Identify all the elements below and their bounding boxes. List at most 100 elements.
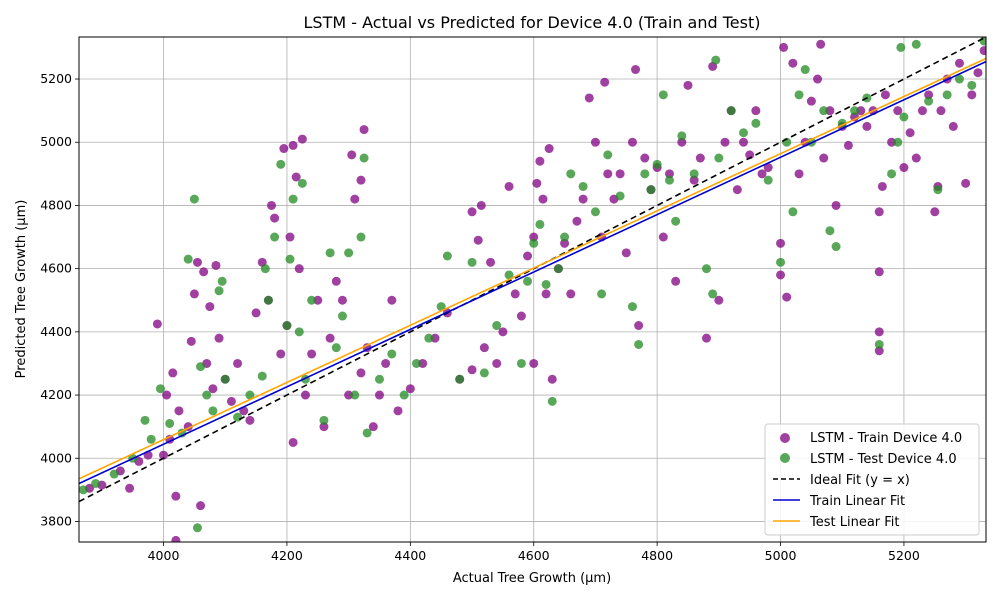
test-point — [547, 396, 557, 406]
test-point — [516, 358, 526, 368]
train-point — [936, 106, 946, 116]
train-point — [874, 207, 884, 217]
legend-test-label: LSTM - Test Device 4.0 — [810, 452, 957, 467]
train-point — [192, 257, 202, 267]
train-point — [664, 169, 674, 179]
test-point — [344, 248, 354, 258]
test-point — [560, 232, 570, 242]
test-point — [479, 368, 489, 378]
y-tick-label: 3800 — [40, 513, 72, 528]
train-point — [288, 140, 298, 150]
test-point — [270, 232, 280, 242]
train-point — [208, 384, 218, 394]
train-point — [538, 194, 548, 204]
train-point — [498, 327, 508, 337]
train-point — [899, 163, 909, 173]
test-point — [711, 55, 721, 65]
plot-frame — [78, 36, 987, 543]
test-point — [850, 106, 860, 116]
test-point — [578, 181, 588, 191]
grid — [79, 37, 986, 542]
train-point — [763, 163, 773, 173]
train-point — [492, 358, 502, 368]
y-tick-label: 5000 — [40, 134, 72, 149]
test-point — [800, 65, 810, 75]
test-point — [245, 390, 255, 400]
train-point — [578, 194, 588, 204]
train-fit-line — [79, 60, 986, 485]
train-point — [245, 415, 255, 425]
train-point — [313, 295, 323, 305]
train-point — [467, 365, 477, 375]
train-point — [880, 90, 890, 100]
x-tick-label: 4400 — [394, 548, 426, 563]
test-point — [652, 159, 662, 169]
train-point — [603, 169, 613, 179]
test-point — [566, 169, 576, 179]
test-point — [967, 80, 977, 90]
test-point — [183, 254, 193, 264]
train-point — [911, 153, 921, 163]
train-point — [979, 46, 986, 56]
test-point — [282, 321, 292, 331]
y-tick-label: 4400 — [40, 324, 72, 339]
test-point — [260, 264, 270, 274]
test-point — [436, 302, 446, 312]
train-point — [677, 137, 687, 147]
test-point — [189, 194, 199, 204]
train-point — [430, 333, 440, 343]
train-point — [267, 200, 277, 210]
train-point — [473, 235, 483, 245]
test-point — [523, 276, 533, 286]
train-point — [544, 144, 554, 154]
train-point — [893, 106, 903, 116]
train-point — [189, 289, 199, 299]
train-point — [359, 125, 369, 135]
test-point — [615, 191, 625, 201]
train-point — [634, 321, 644, 331]
test-fit-line — [79, 57, 986, 480]
test-point — [362, 428, 372, 438]
x-tick-label: 5000 — [765, 548, 797, 563]
test-point — [751, 118, 761, 128]
test-point — [553, 264, 563, 274]
train-point — [535, 156, 545, 166]
test-point — [285, 254, 295, 264]
train-point — [917, 106, 927, 116]
train-point — [714, 295, 724, 305]
train-point — [967, 90, 977, 100]
train-point — [948, 121, 958, 131]
test-point — [677, 131, 687, 141]
test-point — [893, 137, 903, 147]
x-axis-label: Actual Tree Growth (μm) — [453, 571, 611, 586]
train-point — [251, 308, 261, 318]
test-point — [664, 175, 674, 185]
test-point — [412, 358, 422, 368]
train-point — [504, 181, 514, 191]
train-point — [862, 121, 872, 131]
test-point — [442, 251, 452, 261]
fit-lines — [79, 37, 986, 503]
test-point — [597, 289, 607, 299]
train-point — [233, 358, 243, 368]
test-point — [294, 327, 304, 337]
train-point — [347, 150, 357, 160]
train-point — [529, 358, 539, 368]
train-point — [532, 178, 542, 188]
train-point — [211, 260, 221, 270]
test-point — [794, 90, 804, 100]
test-point — [874, 339, 884, 349]
train-point — [584, 93, 594, 103]
test-point — [689, 169, 699, 179]
test-point — [109, 469, 119, 479]
test-point — [942, 90, 952, 100]
train-point — [843, 140, 853, 150]
train-point — [720, 137, 730, 147]
train-point — [874, 267, 884, 277]
train-point — [356, 368, 366, 378]
y-axis-label: Predicted Tree Growth (μm) — [14, 200, 29, 379]
test-point — [887, 169, 897, 179]
train-point — [171, 535, 181, 542]
test-point — [257, 371, 267, 381]
train-point — [905, 128, 915, 138]
